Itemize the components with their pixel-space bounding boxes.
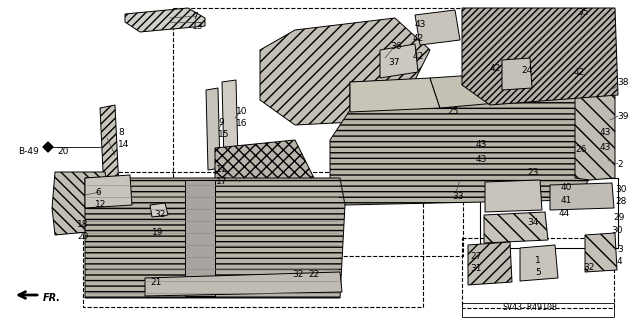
Text: 44: 44: [559, 209, 570, 218]
Text: FR.: FR.: [43, 293, 61, 303]
Text: 43: 43: [600, 143, 611, 152]
Text: 16: 16: [236, 119, 248, 128]
Text: 36: 36: [390, 42, 401, 51]
Text: 31: 31: [470, 264, 481, 273]
Text: 21: 21: [150, 278, 161, 287]
Text: 14: 14: [118, 140, 129, 149]
Text: SV43-R4910B: SV43-R4910B: [502, 303, 557, 312]
Text: 39: 39: [617, 112, 628, 121]
Polygon shape: [502, 58, 532, 90]
Text: 34: 34: [527, 218, 538, 227]
Text: 42: 42: [413, 52, 424, 61]
Polygon shape: [43, 142, 53, 152]
Text: 1: 1: [535, 256, 541, 265]
Text: 43: 43: [415, 20, 426, 29]
Text: 23: 23: [527, 168, 538, 177]
Polygon shape: [575, 82, 615, 180]
Text: 3: 3: [617, 245, 623, 254]
Polygon shape: [330, 75, 590, 205]
Text: 5: 5: [535, 268, 541, 277]
Text: 26: 26: [575, 145, 586, 154]
Polygon shape: [380, 44, 418, 78]
Polygon shape: [100, 105, 120, 213]
Polygon shape: [430, 72, 530, 108]
Polygon shape: [462, 8, 618, 105]
Polygon shape: [215, 140, 320, 220]
Text: 42: 42: [574, 68, 585, 77]
Text: 30: 30: [611, 226, 623, 235]
Text: 19: 19: [152, 228, 163, 237]
Polygon shape: [415, 10, 460, 45]
Text: 10: 10: [236, 107, 248, 116]
Bar: [173, 8, 463, 256]
Text: 42: 42: [413, 34, 424, 43]
Text: 33: 33: [452, 192, 463, 201]
Polygon shape: [125, 8, 205, 32]
Text: 32: 32: [154, 210, 165, 219]
Polygon shape: [145, 272, 342, 296]
Polygon shape: [485, 180, 542, 212]
Text: 7: 7: [192, 12, 198, 21]
Polygon shape: [185, 180, 215, 296]
Polygon shape: [52, 172, 110, 235]
Text: 24: 24: [521, 66, 532, 75]
Polygon shape: [520, 245, 558, 281]
Bar: [462, 303, 614, 317]
Text: 20: 20: [77, 232, 88, 241]
Text: 37: 37: [388, 58, 399, 67]
Text: 4: 4: [617, 257, 623, 266]
Text: 6: 6: [95, 188, 100, 197]
Text: B-49: B-49: [18, 147, 39, 156]
Bar: [462, 238, 614, 308]
Text: 13: 13: [192, 22, 204, 31]
Polygon shape: [260, 18, 430, 125]
Text: 41: 41: [561, 196, 572, 205]
Polygon shape: [206, 88, 220, 170]
Text: 43: 43: [600, 128, 611, 137]
Polygon shape: [468, 242, 512, 285]
Text: 20: 20: [57, 147, 68, 156]
Polygon shape: [350, 78, 440, 112]
Text: 2: 2: [617, 160, 623, 169]
Text: 40: 40: [561, 183, 572, 192]
Polygon shape: [150, 203, 168, 217]
Text: 30: 30: [615, 185, 627, 194]
Polygon shape: [222, 80, 238, 162]
Text: 42: 42: [490, 64, 501, 73]
Text: 29: 29: [613, 213, 625, 222]
Text: 38: 38: [617, 78, 628, 87]
Text: 15: 15: [218, 130, 230, 139]
Bar: [480, 178, 618, 248]
Text: 12: 12: [95, 200, 106, 209]
Text: 27: 27: [470, 252, 481, 261]
Text: 22: 22: [308, 270, 319, 279]
Text: 32: 32: [292, 270, 303, 279]
Polygon shape: [85, 175, 132, 208]
Polygon shape: [85, 178, 345, 298]
Text: 43: 43: [476, 155, 488, 164]
Text: 18: 18: [77, 220, 88, 229]
Polygon shape: [550, 183, 614, 210]
Text: 8: 8: [118, 128, 124, 137]
Text: 17: 17: [216, 177, 227, 186]
Text: 43: 43: [476, 140, 488, 149]
Text: 9: 9: [218, 118, 224, 127]
Text: 35: 35: [577, 8, 589, 17]
Text: 32: 32: [583, 263, 595, 272]
Polygon shape: [484, 212, 548, 243]
Text: 25: 25: [447, 107, 458, 116]
Text: 28: 28: [615, 197, 627, 206]
Text: 11: 11: [216, 165, 227, 174]
Polygon shape: [585, 233, 617, 272]
Bar: [83, 172, 423, 307]
